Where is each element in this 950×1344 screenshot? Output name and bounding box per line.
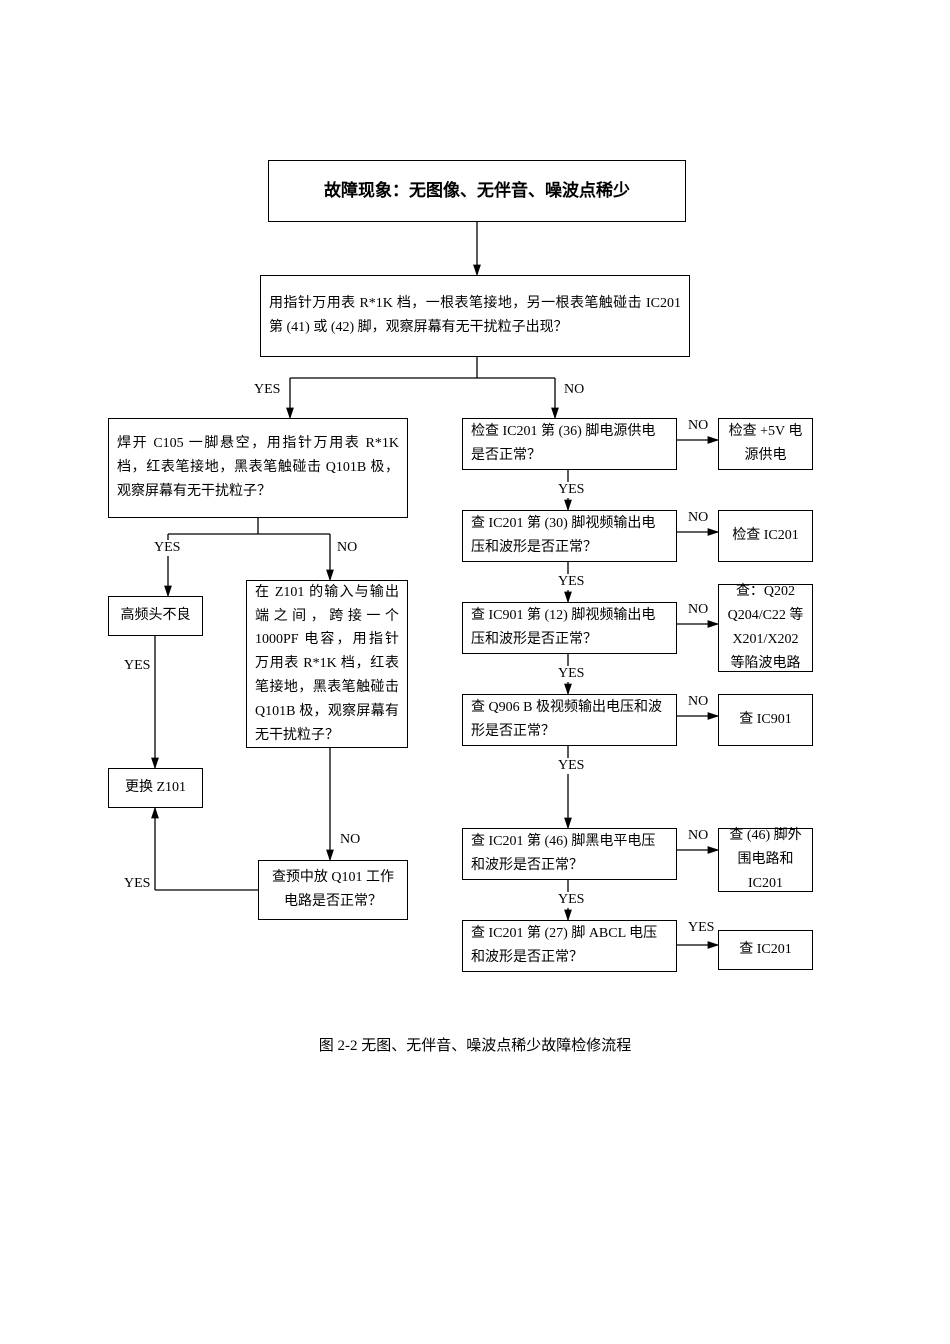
- r4-text: 查 Q906 B 极视频输出电压和波形是否正常？: [471, 696, 668, 744]
- edge-label: NO: [335, 540, 359, 556]
- r3-no-box: 查：Q202 Q204/C22 等 X201/X202 等陷波电路: [718, 584, 813, 672]
- left-yes1-box: 高频头不良: [108, 596, 203, 636]
- step1-box: 用指针万用表 R*1K 档，一根表笔接地，另一根表笔触碰击 IC201 第 (4…: [260, 275, 690, 357]
- edge-label: YES: [556, 482, 586, 498]
- r2-box: 查 IC201 第 (30) 脚视频输出电压和波形是否正常？: [462, 510, 677, 562]
- step1-text: 用指针万用表 R*1K 档，一根表笔接地，另一根表笔触碰击 IC201 第 (4…: [269, 292, 681, 340]
- edge-label: YES: [152, 540, 182, 556]
- edge-label: YES: [556, 574, 586, 590]
- title-text: 故障现象：无图像、无伴音、噪波点稀少: [324, 177, 630, 206]
- r3-box: 查 IC901 第 (12) 脚视频输出电压和波形是否正常？: [462, 602, 677, 654]
- left-no2-box: 查预中放 Q101 工作电路是否正常？: [258, 860, 408, 920]
- edge-label: NO: [686, 510, 710, 526]
- r1-no-box: 检查 +5V 电源供电: [718, 418, 813, 470]
- left1-box: 焊开 C105 一脚悬空，用指针万用表 R*1K 档，红表笔接地，黑表笔触碰击 …: [108, 418, 408, 518]
- edge-label: YES: [556, 758, 586, 774]
- edge-label: YES: [252, 382, 282, 398]
- edge-label: YES: [556, 892, 586, 908]
- r4-no-text: 查 IC901: [739, 708, 792, 732]
- r5-no-box: 查 (46) 脚外围电路和 IC201: [718, 828, 813, 892]
- edge-label: NO: [686, 694, 710, 710]
- left-yes2-text: 更换 Z101: [125, 776, 186, 800]
- r4-box: 查 Q906 B 极视频输出电压和波形是否正常？: [462, 694, 677, 746]
- r5-text: 查 IC201 第 (46) 脚黑电平电压和波形是否正常？: [471, 830, 668, 878]
- edge-label: NO: [562, 382, 586, 398]
- r2-no-text: 检查 IC201: [732, 524, 799, 548]
- edge-label: YES: [556, 666, 586, 682]
- r1-box: 检查 IC201 第 (36) 脚电源供电是否正常？: [462, 418, 677, 470]
- edge-label: NO: [686, 418, 710, 434]
- caption-text: 图 2-2 无图、无伴音、噪波点稀少故障检修流程: [319, 1038, 632, 1054]
- left1-text: 焊开 C105 一脚悬空，用指针万用表 R*1K 档，红表笔接地，黑表笔触碰击 …: [117, 432, 399, 503]
- edge-label: YES: [122, 876, 152, 892]
- r2-no-box: 检查 IC201: [718, 510, 813, 562]
- edge-label: NO: [338, 832, 362, 848]
- left-yes2-box: 更换 Z101: [108, 768, 203, 808]
- r3-no-text: 查：Q202 Q204/C22 等 X201/X202 等陷波电路: [727, 580, 804, 675]
- left-no2-text: 查预中放 Q101 工作电路是否正常？: [267, 866, 399, 914]
- figure-caption: 图 2-2 无图、无伴音、噪波点稀少故障检修流程: [0, 1034, 950, 1055]
- r3-text: 查 IC901 第 (12) 脚视频输出电压和波形是否正常？: [471, 604, 668, 652]
- r6-text: 查 IC201 第 (27) 脚 ABCL 电压和波形是否正常？: [471, 922, 668, 970]
- edge-label: YES: [122, 658, 152, 674]
- r5-no-text: 查 (46) 脚外围电路和 IC201: [727, 824, 804, 895]
- r5-box: 查 IC201 第 (46) 脚黑电平电压和波形是否正常？: [462, 828, 677, 880]
- title-box: 故障现象：无图像、无伴音、噪波点稀少: [268, 160, 686, 222]
- r1-no-text: 检查 +5V 电源供电: [727, 420, 804, 468]
- r6-yes-box: 查 IC201: [718, 930, 813, 970]
- left-no1-box: 在 Z101 的输入与输出端之间，跨接一个 1000PF 电容，用指针万用表 R…: [246, 580, 408, 748]
- r1-text: 检查 IC201 第 (36) 脚电源供电是否正常？: [471, 420, 668, 468]
- edge-label: NO: [686, 828, 710, 844]
- edge-label: NO: [686, 602, 710, 618]
- r2-text: 查 IC201 第 (30) 脚视频输出电压和波形是否正常？: [471, 512, 668, 560]
- r4-no-box: 查 IC901: [718, 694, 813, 746]
- left-yes1-text: 高频头不良: [121, 604, 191, 628]
- r6-yes-text: 查 IC201: [739, 938, 792, 962]
- left-no1-text: 在 Z101 的输入与输出端之间，跨接一个 1000PF 电容，用指针万用表 R…: [255, 581, 399, 748]
- edge-label: YES: [686, 920, 716, 936]
- r6-box: 查 IC201 第 (27) 脚 ABCL 电压和波形是否正常？: [462, 920, 677, 972]
